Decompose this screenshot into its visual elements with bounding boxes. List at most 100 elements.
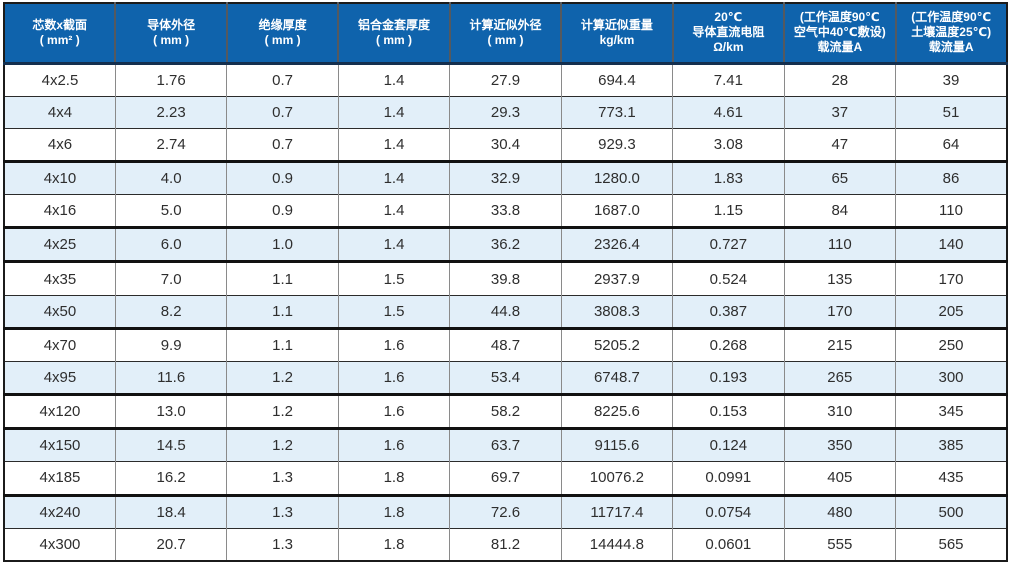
cell-value: 345 xyxy=(895,393,1007,429)
cell-value: 1.4 xyxy=(337,127,450,162)
cell-value: 1.1 xyxy=(226,294,339,329)
header-row: 芯数x截面( mm² ) 导体外径( mm ) 绝缘厚度( mm ) 铝合金套厚度( … xyxy=(4,3,1007,65)
cell-value: 11717.4 xyxy=(560,493,673,529)
table-row: 4x95 11.6 1.2 1.6 53.4 6748.7 0.193 265 300 xyxy=(4,360,1007,395)
cell-core-size: 4x10 xyxy=(4,159,116,195)
cell-value: 4.61 xyxy=(672,95,785,129)
cell-value: 0.193 xyxy=(672,360,785,395)
cell-core-size: 4x300 xyxy=(4,527,116,561)
column-header-line: 计算近似外径 xyxy=(469,17,542,32)
cell-core-size: 4x6 xyxy=(4,127,116,162)
cell-value: 7.0 xyxy=(114,260,227,296)
cell-value: 86 xyxy=(895,159,1007,195)
table-row: 4x300 20.7 1.3 1.8 81.2 14444.8 0.0601 555 565 xyxy=(4,527,1007,561)
column-header-line: 载流量A xyxy=(817,40,863,55)
cell-value: 72.6 xyxy=(449,493,562,529)
cell-value: 1.2 xyxy=(226,360,339,395)
cell-value: 16.2 xyxy=(114,461,227,496)
cell-value: 0.524 xyxy=(672,260,785,296)
cell-value: 20.7 xyxy=(114,527,227,561)
column-header-line: ( mm ) xyxy=(487,32,524,47)
cell-value: 1280.0 xyxy=(560,159,673,195)
cell-value: 0.9 xyxy=(226,194,339,228)
column-header-insulation: 绝缘厚度( mm ) xyxy=(225,3,339,65)
cell-value: 18.4 xyxy=(114,493,227,529)
cell-value: 37 xyxy=(783,95,896,129)
cell-value: 929.3 xyxy=(560,127,673,162)
table-row: 4x16 5.0 0.9 1.4 33.8 1687.0 1.15 84 110 xyxy=(4,194,1007,228)
cell-value: 1.1 xyxy=(226,326,339,362)
cell-value: 1.1 xyxy=(226,260,339,296)
cell-value: 5205.2 xyxy=(560,326,673,362)
cell-value: 13.0 xyxy=(114,393,227,429)
cell-value: 0.7 xyxy=(226,63,339,97)
cell-value: 565 xyxy=(895,527,1007,561)
table-header: 芯数x截面( mm² ) 导体外径( mm ) 绝缘厚度( mm ) 铝合金套厚度( … xyxy=(4,3,1007,65)
table-row: 4x185 16.2 1.3 1.8 69.7 10076.2 0.0991 405 435 xyxy=(4,461,1007,496)
column-header-line: 土壤温度25℃) xyxy=(911,25,992,40)
column-header-line: 载流量A xyxy=(928,40,974,55)
cell-value: 14.5 xyxy=(114,427,227,462)
cell-value: 0.7 xyxy=(226,95,339,129)
cell-value: 435 xyxy=(895,461,1007,496)
column-header-line: 计算近似重量 xyxy=(580,17,653,32)
column-header-approx-weight: 计算近似重量 kg/km xyxy=(560,3,673,65)
cell-value: 3808.3 xyxy=(560,294,673,329)
cell-value: 0.0601 xyxy=(672,527,785,561)
table-row: 4x50 8.2 1.1 1.5 44.8 3808.3 0.387 170 205 xyxy=(4,294,1007,329)
cell-value: 47 xyxy=(783,127,896,162)
cell-value: 170 xyxy=(783,294,896,329)
cell-value: 0.9 xyxy=(226,159,339,195)
cell-core-size: 4x16 xyxy=(4,194,116,228)
column-header-line: Ω/km xyxy=(713,40,744,55)
cell-core-size: 4x95 xyxy=(4,360,116,395)
cell-value: 1.4 xyxy=(337,63,450,97)
cell-value: 14444.8 xyxy=(560,527,673,561)
column-header-line: 20℃ xyxy=(714,10,743,25)
cell-value: 1.6 xyxy=(337,393,450,429)
cell-value: 1.15 xyxy=(672,194,785,228)
cell-value: 9115.6 xyxy=(560,427,673,462)
cell-value: 265 xyxy=(783,360,896,395)
table-row: 4x240 18.4 1.3 1.8 72.6 11717.4 0.0754 480 500 xyxy=(4,493,1007,529)
cell-value: 1.8 xyxy=(337,527,450,561)
column-header-line: (工作温度90℃ xyxy=(911,10,992,25)
cell-value: 1.8 xyxy=(337,493,450,529)
column-header-line: 空气中40℃敷设) xyxy=(793,25,886,40)
table-row: 4x120 13.0 1.2 1.6 58.2 8225.6 0.153 310 345 xyxy=(4,393,1007,429)
cell-value: 0.387 xyxy=(672,294,785,329)
cell-core-size: 4x120 xyxy=(4,393,116,429)
cell-value: 36.2 xyxy=(449,226,562,262)
column-header-line: 导体直流电阻 xyxy=(692,25,765,40)
cell-value: 8225.6 xyxy=(560,393,673,429)
column-header-line: 芯数x截面 xyxy=(32,17,88,32)
cell-value: 3.08 xyxy=(672,127,785,162)
cell-value: 65 xyxy=(783,159,896,195)
table-row: 4x70 9.9 1.1 1.6 48.7 5205.2 0.268 215 250 xyxy=(4,326,1007,362)
cell-core-size: 4x2.5 xyxy=(4,63,116,97)
cell-value: 9.9 xyxy=(114,326,227,362)
cell-value: 1.2 xyxy=(226,427,339,462)
table-row: 4x35 7.0 1.1 1.5 39.8 2937.9 0.524 135 170 xyxy=(4,260,1007,296)
cell-value: 2.23 xyxy=(114,95,227,129)
cell-value: 170 xyxy=(895,260,1007,296)
cell-value: 1.5 xyxy=(337,294,450,329)
cell-value: 1.6 xyxy=(337,326,450,362)
cell-value: 63.7 xyxy=(449,427,562,462)
column-header-line: 铝合金套厚度 xyxy=(358,17,431,32)
cell-value: 1687.0 xyxy=(560,194,673,228)
cell-value: 250 xyxy=(895,326,1007,362)
cell-value: 4.0 xyxy=(114,159,227,195)
cell-value: 350 xyxy=(783,427,896,462)
cell-value: 1.4 xyxy=(337,159,450,195)
cell-core-size: 4x185 xyxy=(4,461,116,496)
column-header-dc-resistance: 20℃ 导体直流电阻 Ω/km xyxy=(671,3,785,65)
cell-value: 32.9 xyxy=(449,159,562,195)
column-header-line: ( mm ) xyxy=(153,32,190,47)
cell-value: 6748.7 xyxy=(560,360,673,395)
cell-core-size: 4x150 xyxy=(4,427,116,462)
cell-value: 1.3 xyxy=(226,493,339,529)
column-header-line: ( mm² ) xyxy=(39,32,80,47)
cell-value: 51 xyxy=(895,95,1007,129)
